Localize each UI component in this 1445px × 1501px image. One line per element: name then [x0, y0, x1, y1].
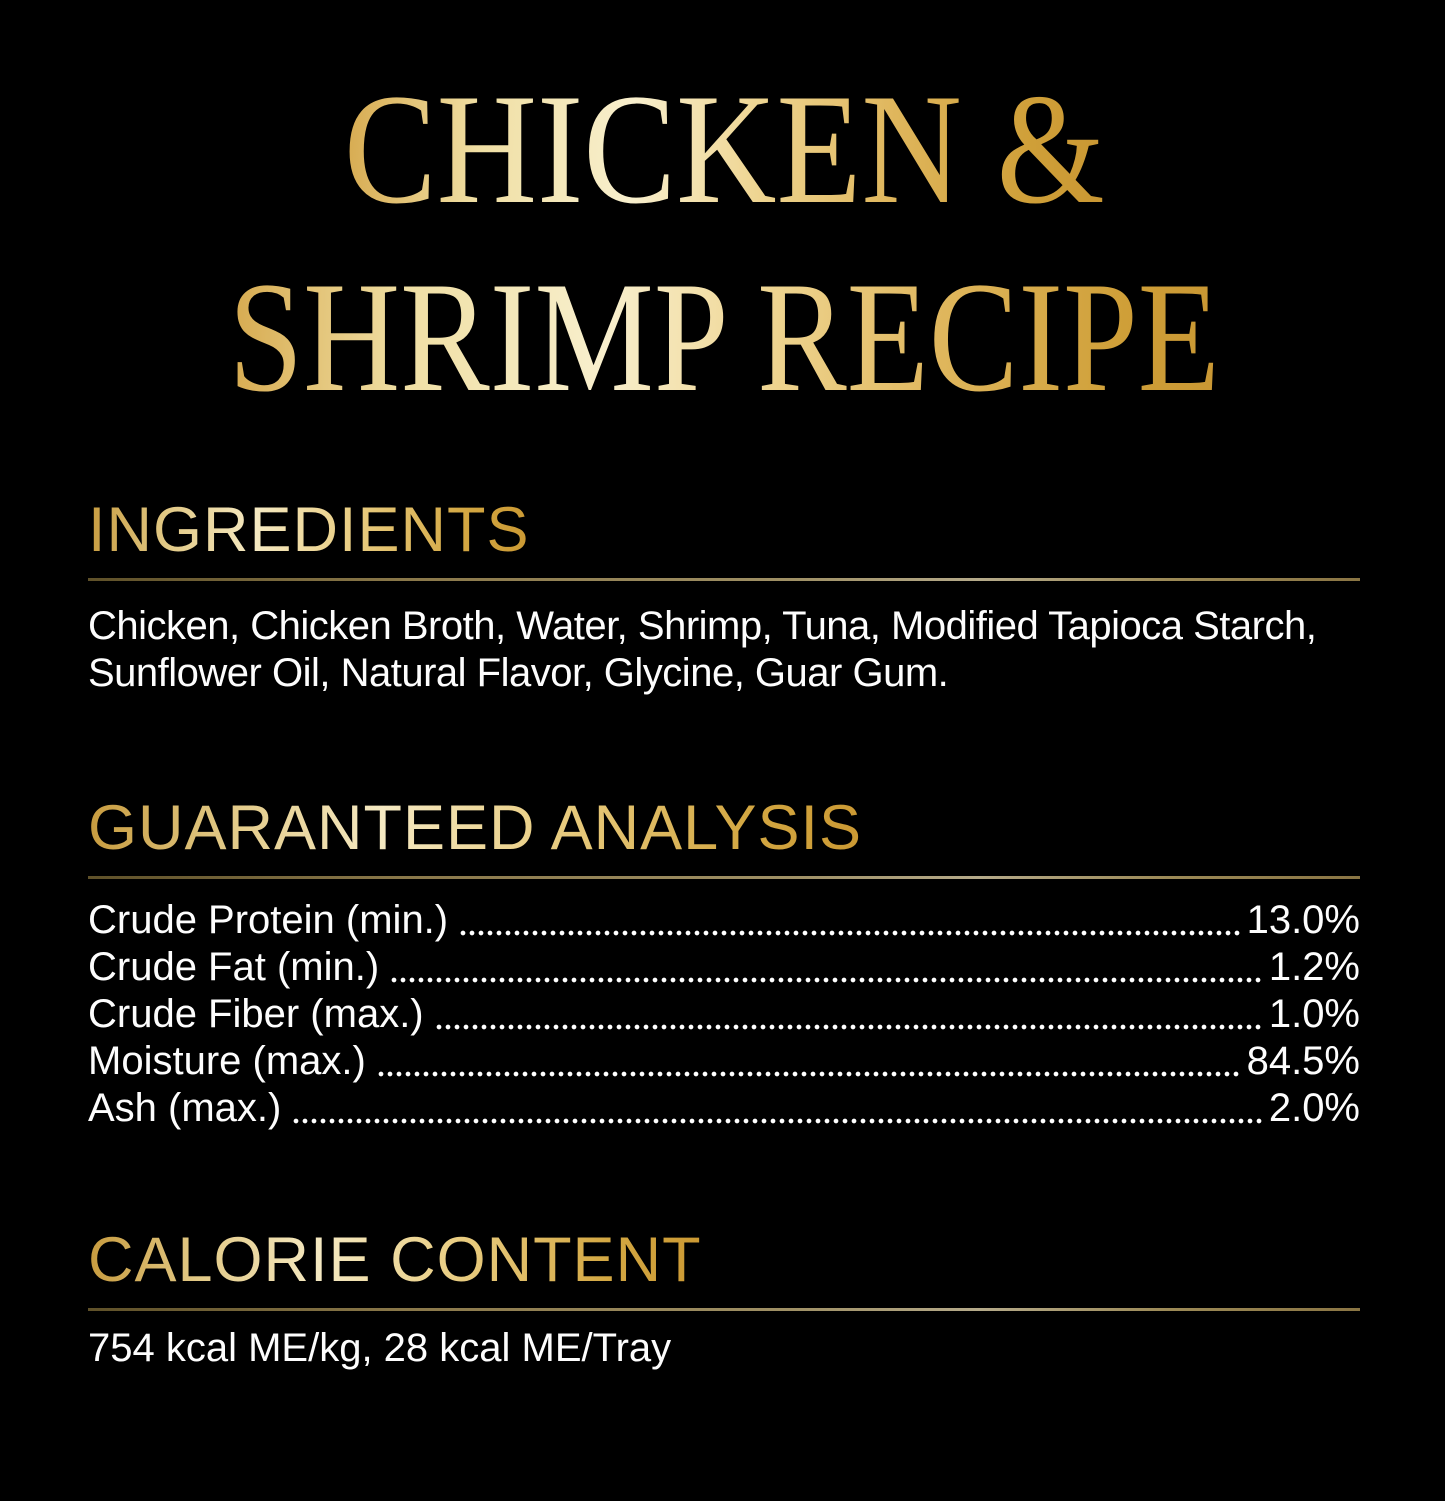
analysis-value: 1.2% — [1268, 945, 1360, 989]
recipe-title-line1-text: CHICKEN & — [344, 56, 1105, 244]
analysis-row: Crude Fat (min.) 1.2% — [88, 944, 1360, 991]
calorie-content-section: CALORIE CONTENT 754 kcal ME/kg, 28 kcal … — [88, 1229, 1360, 1372]
analysis-label: Moisture (max.) — [88, 1039, 366, 1083]
analysis-label: Crude Fiber (max.) — [88, 992, 424, 1036]
recipe-title-line2: SHRIMP RECIPE — [88, 244, 1360, 432]
analysis-label: Ash (max.) — [88, 1086, 282, 1130]
guaranteed-analysis-heading: GUARANTEED ANALYSIS — [88, 793, 863, 863]
analysis-row: Moisture (max.) 84.5% — [88, 1038, 1360, 1085]
analysis-table: Crude Protein (min.) 13.0% Crude Fat (mi… — [88, 897, 1360, 1132]
analysis-row: Crude Protein (min.) 13.0% — [88, 897, 1360, 944]
leader-dots — [460, 930, 1241, 936]
analysis-row: Ash (max.) 2.0% — [88, 1085, 1360, 1132]
recipe-title-line2-text: SHRIMP RECIPE — [228, 244, 1219, 432]
analysis-label: Crude Fat (min.) — [88, 945, 380, 989]
leader-dots — [377, 1071, 1241, 1077]
analysis-row: Crude Fiber (max.) 1.0% — [88, 991, 1360, 1038]
recipe-title: CHICKEN & SHRIMP RECIPE — [88, 56, 1360, 432]
guaranteed-analysis-section: GUARANTEED ANALYSIS Crude Protein (min.)… — [88, 797, 1360, 1132]
analysis-value: 13.0% — [1246, 898, 1360, 942]
calorie-content-divider — [88, 1308, 1360, 1311]
guaranteed-analysis-divider — [88, 876, 1360, 879]
analysis-value: 2.0% — [1268, 1086, 1360, 1130]
ingredients-heading: INGREDIENTS — [88, 495, 530, 565]
leader-dots — [435, 1024, 1263, 1030]
pet-food-label-panel: CHICKEN & SHRIMP RECIPE INGREDIENTS Chic… — [0, 56, 1445, 1501]
analysis-value: 1.0% — [1268, 992, 1360, 1036]
ingredients-divider — [88, 578, 1360, 581]
calorie-content-heading: CALORIE CONTENT — [88, 1225, 702, 1295]
analysis-value: 84.5% — [1246, 1039, 1360, 1083]
leader-dots — [293, 1118, 1263, 1124]
leader-dots — [391, 977, 1263, 983]
analysis-label: Crude Protein (min.) — [88, 898, 449, 942]
recipe-title-line1: CHICKEN & — [88, 56, 1360, 244]
ingredients-section: INGREDIENTS Chicken, Chicken Broth, Wate… — [88, 499, 1360, 697]
calorie-content-text: 754 kcal ME/kg, 28 kcal ME/Tray — [88, 1326, 672, 1370]
ingredients-text: Chicken, Chicken Broth, Water, Shrimp, T… — [88, 604, 1317, 695]
